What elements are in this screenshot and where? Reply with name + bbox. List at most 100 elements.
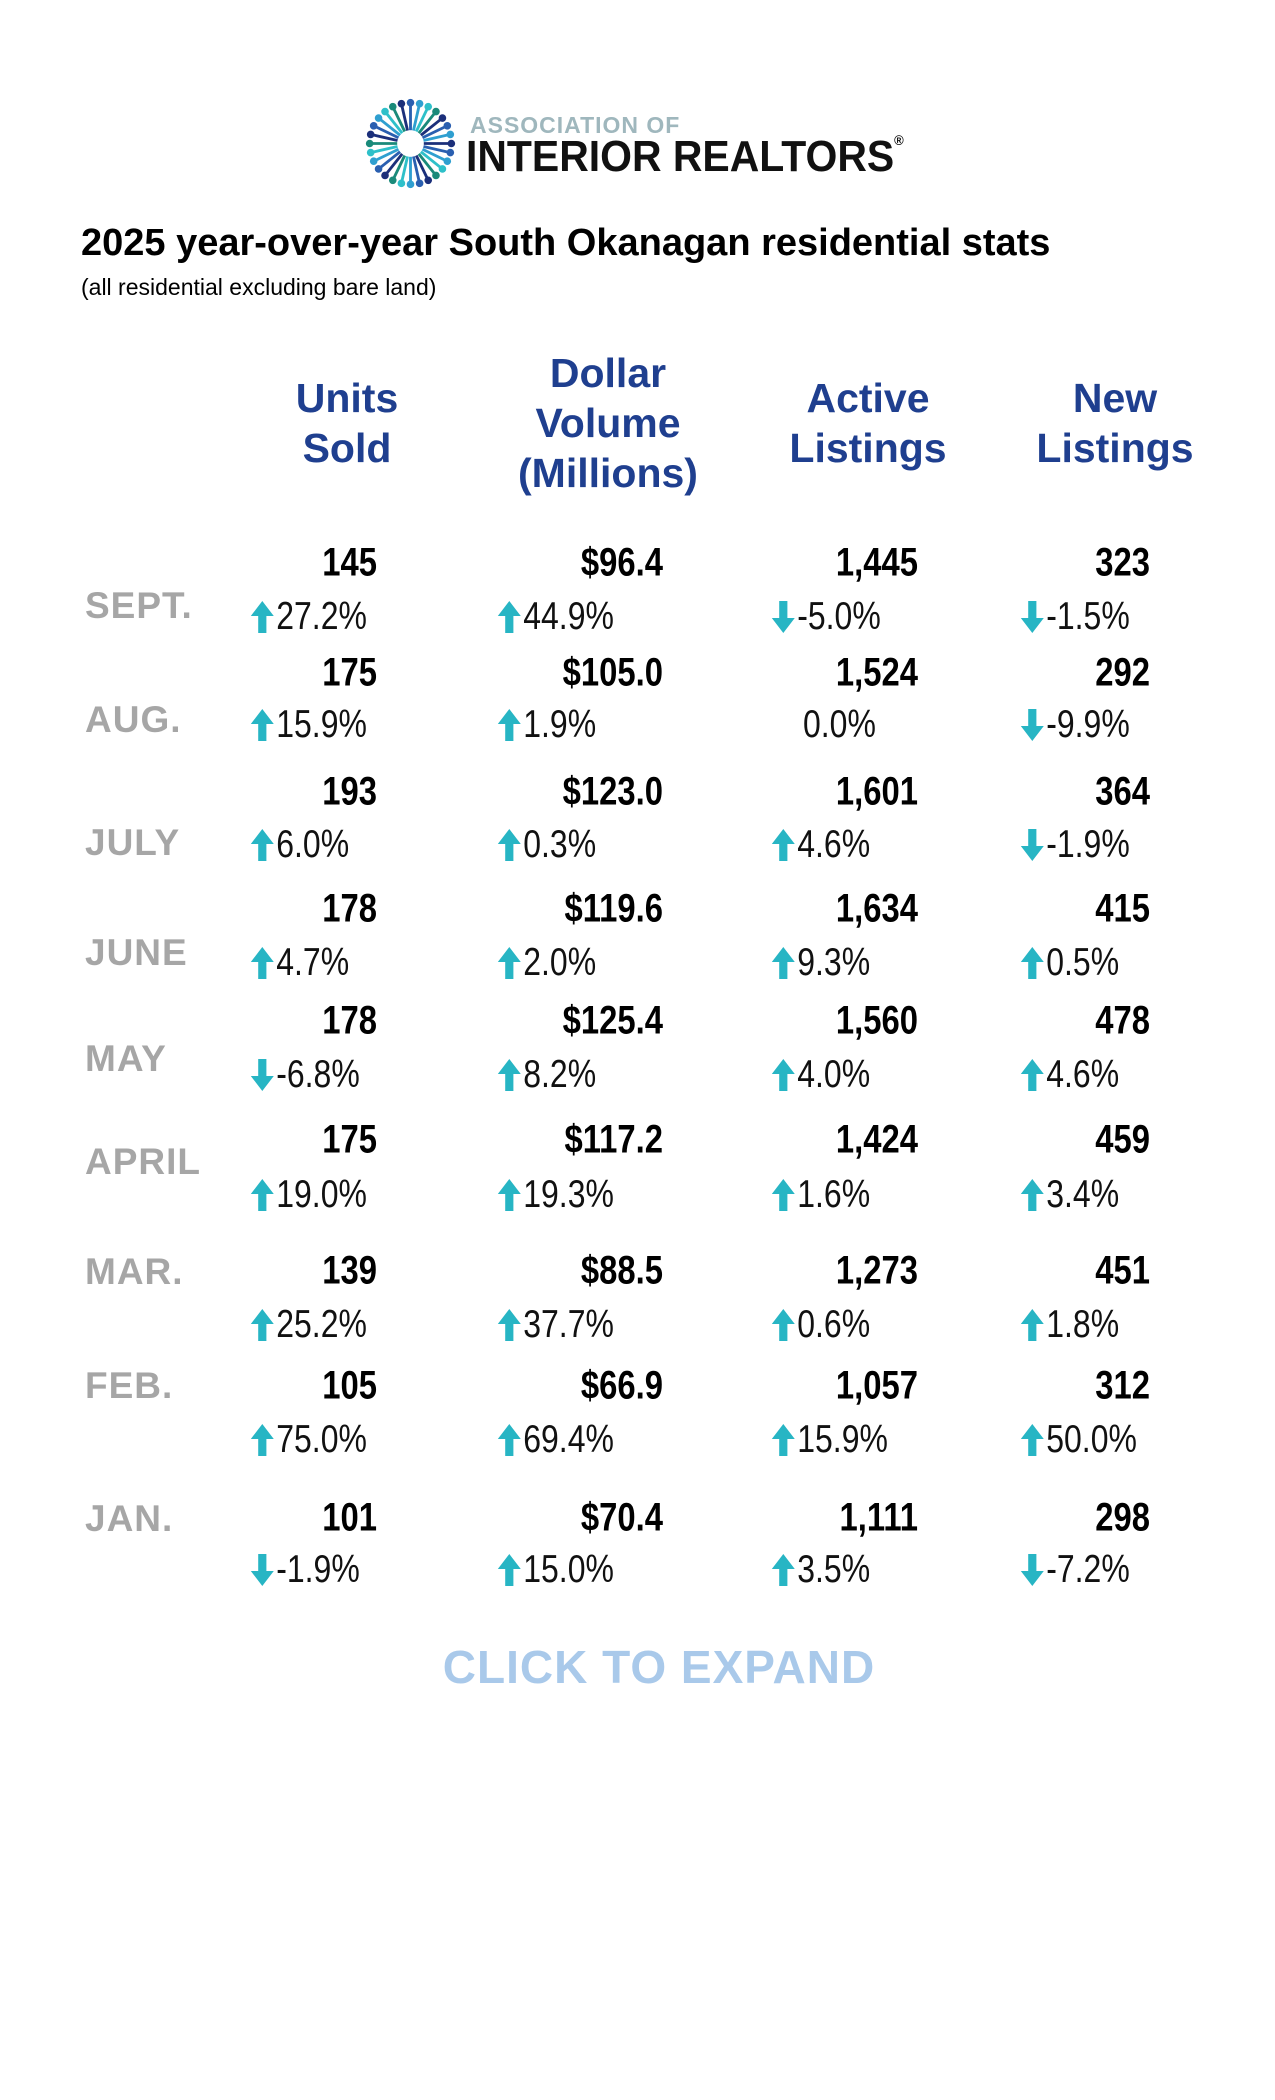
month-label: FEB.: [85, 1365, 174, 1406]
stat-value: 364: [1095, 769, 1150, 814]
stat-change: 69.4%: [497, 1418, 614, 1462]
stat-value: 1,601: [835, 769, 918, 814]
up-arrow-icon: [250, 601, 274, 633]
stat-change: 0.0%: [803, 703, 876, 747]
stat-change: 3.5%: [771, 1548, 870, 1592]
stat-value: 298: [1095, 1495, 1150, 1540]
stat-change: 15.9%: [771, 1418, 888, 1462]
stat-value: 1,560: [835, 998, 918, 1043]
up-arrow-icon: [497, 1179, 521, 1211]
logo-line2: INTERIOR REALTORS®: [466, 132, 904, 181]
up-arrow-icon: [771, 1179, 795, 1211]
stat-value: $96.4: [580, 540, 663, 585]
down-arrow-icon: [1020, 1554, 1044, 1586]
change-text: 44.9%: [523, 595, 614, 638]
stat-value: 1,634: [835, 886, 918, 931]
stat-value: 292: [1095, 650, 1150, 695]
stat-value: 101: [322, 1495, 377, 1540]
stat-value: 1,273: [835, 1248, 918, 1293]
change-text: 1.9%: [523, 703, 597, 746]
stat-change: 1.8%: [1020, 1303, 1119, 1347]
click-to-expand-link[interactable]: CLICK TO EXPAND: [442, 1641, 876, 1693]
change-text: -7.2%: [1046, 1548, 1130, 1591]
down-arrow-icon: [1020, 601, 1044, 633]
header-line: Dollar: [549, 350, 667, 396]
starburst-logo-icon: [365, 98, 456, 189]
up-arrow-icon: [497, 1309, 521, 1341]
up-arrow-icon: [1020, 1424, 1044, 1456]
change-text: 4.0%: [797, 1053, 871, 1096]
change-text: 6.0%: [276, 823, 350, 866]
stat-value: 451: [1095, 1248, 1150, 1293]
change-text: 1.6%: [797, 1173, 871, 1216]
stat-change: 27.2%: [250, 595, 367, 639]
up-arrow-icon: [497, 1424, 521, 1456]
up-arrow-icon: [250, 829, 274, 861]
change-text: 15.9%: [797, 1418, 888, 1461]
up-arrow-icon: [250, 947, 274, 979]
up-arrow-icon: [771, 1554, 795, 1586]
up-arrow-icon: [497, 709, 521, 741]
change-text: -6.8%: [276, 1053, 360, 1096]
stat-change: 25.2%: [250, 1303, 367, 1347]
stat-value: 1,111: [839, 1495, 918, 1540]
up-arrow-icon: [497, 829, 521, 861]
month-label: MAR.: [85, 1251, 184, 1292]
change-text: 8.2%: [523, 1053, 597, 1096]
change-text: 0.6%: [797, 1303, 871, 1346]
stat-change: -9.9%: [1020, 703, 1130, 747]
stat-change: -6.8%: [250, 1053, 360, 1097]
change-text: -1.5%: [1046, 595, 1130, 638]
stat-value: 415: [1095, 886, 1150, 931]
stat-change: 8.2%: [497, 1053, 596, 1097]
stat-value: $123.0: [562, 769, 663, 814]
stat-change: -1.9%: [1020, 823, 1130, 867]
stat-value: 478: [1095, 998, 1150, 1043]
stat-change: -1.9%: [250, 1548, 360, 1592]
change-text: 0.0%: [803, 703, 876, 746]
up-arrow-icon: [771, 1424, 795, 1456]
stat-change: -5.0%: [771, 595, 881, 639]
change-text: -5.0%: [797, 595, 881, 638]
stat-value: 1,524: [835, 650, 918, 695]
change-text: 15.0%: [523, 1548, 614, 1591]
stat-value: 178: [322, 886, 377, 931]
up-arrow-icon: [771, 829, 795, 861]
change-text: 37.7%: [523, 1303, 614, 1346]
stat-value: 312: [1095, 1363, 1150, 1408]
month-label: JAN.: [85, 1498, 174, 1539]
page-title: 2025 year-over-year South Okanagan resid…: [81, 222, 1051, 264]
change-text: -1.9%: [276, 1548, 360, 1591]
stat-change: 19.3%: [497, 1173, 614, 1217]
stat-value: 145: [322, 540, 377, 585]
column-header-3: New Listings: [985, 373, 1245, 473]
stat-change: 19.0%: [250, 1173, 367, 1217]
month-label: JUNE: [85, 932, 188, 973]
stat-change: 4.7%: [250, 941, 349, 985]
stat-value: 193: [322, 769, 377, 814]
down-arrow-icon: [250, 1554, 274, 1586]
stat-value: $125.4: [562, 998, 663, 1043]
header-line: Volume: [535, 400, 681, 446]
stat-change: 4.0%: [771, 1053, 870, 1097]
change-text: 25.2%: [276, 1303, 367, 1346]
up-arrow-icon: [1020, 1059, 1044, 1091]
stat-change: 44.9%: [497, 595, 614, 639]
change-text: -9.9%: [1046, 703, 1130, 746]
down-arrow-icon: [1020, 829, 1044, 861]
stat-change: 2.0%: [497, 941, 596, 985]
up-arrow-icon: [771, 1059, 795, 1091]
month-label: APRIL: [85, 1141, 201, 1182]
change-text: 4.6%: [1046, 1053, 1120, 1096]
change-text: -1.9%: [1046, 823, 1130, 866]
stat-change: 4.6%: [1020, 1053, 1119, 1097]
stat-value: 105: [322, 1363, 377, 1408]
header-line: Listings: [789, 425, 947, 471]
stat-value: 1,057: [835, 1363, 918, 1408]
up-arrow-icon: [497, 1059, 521, 1091]
change-text: 0.5%: [1046, 941, 1120, 984]
month-label: AUG.: [85, 699, 182, 740]
down-arrow-icon: [1020, 709, 1044, 741]
up-arrow-icon: [250, 1179, 274, 1211]
up-arrow-icon: [1020, 1309, 1044, 1341]
